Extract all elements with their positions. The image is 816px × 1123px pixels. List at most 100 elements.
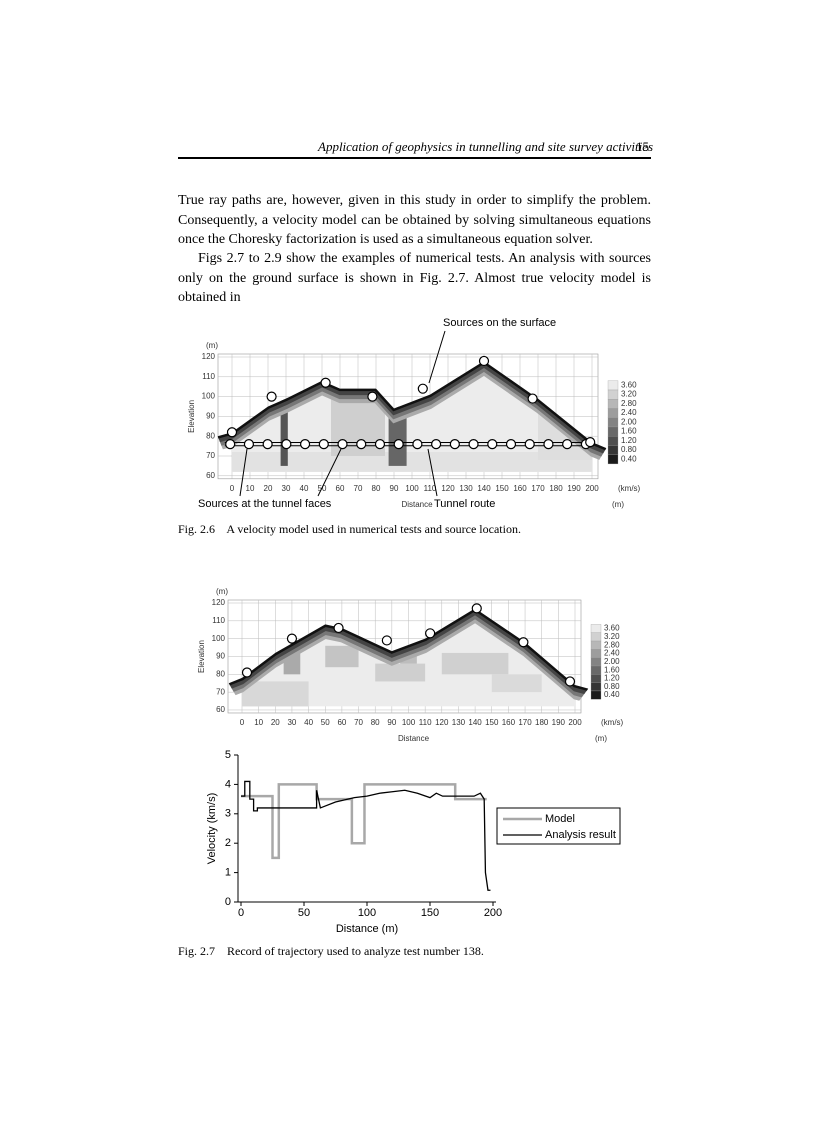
tunnel-source <box>356 439 367 450</box>
annotation-arrow <box>428 330 446 384</box>
tunnel-source <box>337 439 348 450</box>
tunnel-source <box>431 439 442 450</box>
x-tick-label: 160 <box>513 484 527 493</box>
y-tick-label: 0 <box>225 896 231 908</box>
surface-source <box>320 377 331 388</box>
colorbar-swatch <box>590 640 602 650</box>
x-tick-label: 170 <box>531 484 545 493</box>
x-tick-label: 30 <box>287 718 296 727</box>
y-tick-label: 120 <box>212 598 226 607</box>
surface-layer <box>217 361 607 455</box>
velocity-block <box>242 681 309 707</box>
colorbar-swatch <box>590 690 602 700</box>
x-tick-label: 10 <box>246 484 255 493</box>
x-label: Distance <box>398 734 430 743</box>
surface-layer <box>228 613 589 699</box>
colorbar-label: 3.60 <box>604 624 620 633</box>
x-unit: (m) <box>595 734 607 743</box>
y-label: Elevation <box>187 400 196 433</box>
y-tick-label: 4 <box>225 778 231 790</box>
colorbar-unit: (km/s) <box>618 484 641 493</box>
surface-source <box>518 637 529 648</box>
colorbar-label: 3.20 <box>604 632 620 641</box>
annotation-arrow <box>317 448 342 497</box>
y-tick-label: 70 <box>206 451 215 460</box>
surface-source <box>286 633 298 644</box>
y-tick-label: 80 <box>216 669 225 678</box>
legend-label: Analysis result <box>545 829 616 841</box>
y-unit: (m) <box>216 587 228 596</box>
x-tick-label: 200 <box>568 718 582 727</box>
colorbar-swatch <box>590 624 602 633</box>
page-number: 15 <box>636 139 649 154</box>
x-tick-label: 120 <box>441 484 455 493</box>
colorbar-swatch <box>607 417 619 428</box>
x-tick-label: 0 <box>238 907 244 919</box>
tunnel-source <box>543 439 554 450</box>
colorbar-label: 1.20 <box>604 674 620 683</box>
x-tick-label: 40 <box>304 718 313 727</box>
surface-source <box>333 622 344 634</box>
colorbar-swatch <box>590 665 602 675</box>
y-tick-label: 2 <box>225 837 231 849</box>
annotation-arrow <box>427 448 438 497</box>
colorbar-swatch <box>590 682 602 692</box>
legend-box <box>496 807 621 845</box>
surface-source <box>471 603 482 614</box>
tunnel-source <box>562 439 573 450</box>
y-tick-label: 110 <box>202 372 215 381</box>
y-tick-label: 1 <box>225 867 231 879</box>
x-tick-label: 100 <box>358 907 376 919</box>
colorbar-label: 3.20 <box>621 390 637 399</box>
y-tick-label: 3 <box>225 808 231 820</box>
x-tick-label: 40 <box>300 484 309 493</box>
y-unit: (m) <box>206 341 218 350</box>
axis-frame <box>237 755 496 903</box>
colorbar-label: 2.40 <box>621 408 637 417</box>
colorbar-swatch <box>607 380 619 391</box>
surface-source <box>226 427 238 438</box>
surface-source <box>527 393 538 404</box>
x-tick-label: 80 <box>371 718 380 727</box>
x-tick-label: 150 <box>485 718 499 727</box>
x-tick-label: 160 <box>502 718 516 727</box>
tunnel-source <box>374 439 386 450</box>
x-tick-label: 130 <box>452 718 466 727</box>
tunnel-source <box>412 439 423 450</box>
tunnel-source <box>468 439 479 450</box>
x-tick-label: 170 <box>518 718 532 727</box>
x-tick-label: 50 <box>298 907 310 919</box>
colorbar-swatch <box>607 445 619 455</box>
y-tick-label: 110 <box>212 616 225 625</box>
colorbar-label: 1.60 <box>604 665 620 674</box>
velocity-block <box>325 645 359 668</box>
paragraph: Figs 2.7 to 2.9 show the examples of num… <box>178 251 651 305</box>
y-tick-label: 100 <box>212 634 226 643</box>
x-tick-label: 90 <box>387 718 396 727</box>
velocity-block <box>441 652 509 675</box>
surface-source <box>478 355 490 367</box>
surface-source <box>381 635 392 646</box>
legend-label: Model <box>545 813 575 825</box>
tunnel-source <box>262 439 273 450</box>
colorbar-swatch <box>590 632 602 642</box>
x-tick-label: 50 <box>318 484 327 493</box>
x-tick-label: 90 <box>390 484 399 493</box>
x-tick-label: 140 <box>468 718 482 727</box>
colorbar-swatch <box>607 436 619 446</box>
surface-source <box>241 667 253 678</box>
x-tick-label: 50 <box>321 718 330 727</box>
colorbar-label: 0.80 <box>621 445 637 454</box>
y-tick-label: 60 <box>206 471 215 480</box>
tunnel-source <box>281 439 292 450</box>
x-tick-label: 0 <box>230 484 235 493</box>
surface-source <box>564 676 576 687</box>
x-tick-label: 0 <box>240 718 245 727</box>
colorbar-label: 2.80 <box>604 640 620 649</box>
colorbar-label: 2.80 <box>621 399 637 408</box>
y-tick-label: 60 <box>216 705 225 714</box>
y-tick-label: 5 <box>225 749 231 761</box>
annotation: Sources on the surface <box>443 317 556 329</box>
y-tick-label: 70 <box>216 687 225 696</box>
